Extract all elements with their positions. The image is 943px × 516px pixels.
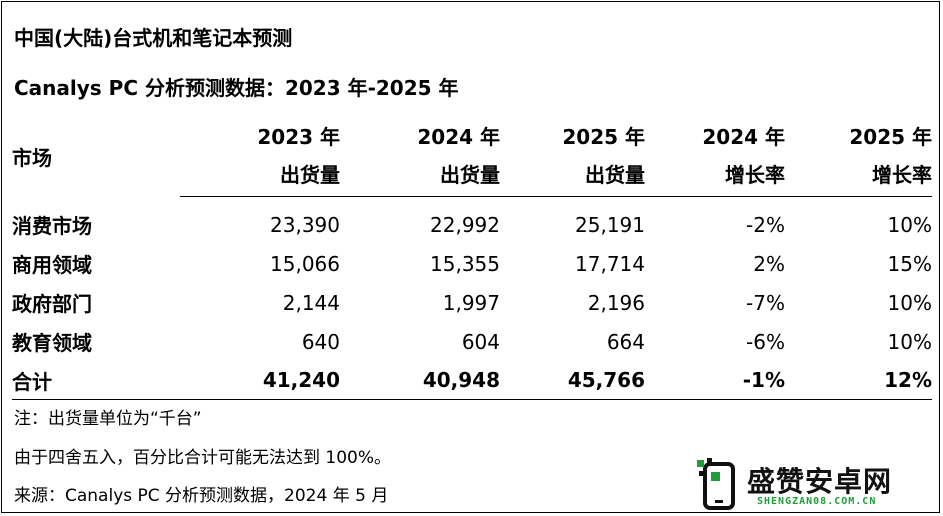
total-cell: -1%	[645, 361, 785, 400]
page-subtitle: Canalys PC 分析预测数据：2023 年-2025 年	[14, 76, 459, 100]
header-col-1-line2: 出货量	[180, 154, 340, 197]
table-cell: -2%	[746, 212, 785, 237]
table-row: 商用领域 15,066 15,355 17,714 2% 15%	[12, 244, 932, 283]
header-col-5-line1: 2025 年	[849, 124, 932, 149]
table-cell: 10%	[887, 329, 932, 354]
table-cell: -7%	[746, 290, 785, 315]
row-label: 政府部门	[12, 292, 92, 316]
total-cell: 41,240	[180, 361, 340, 400]
table-cell: 640	[301, 329, 340, 354]
header-col-2-line2: 出货量	[340, 154, 500, 197]
table-cell: -6%	[746, 329, 785, 354]
header-col-4-line1: 2024 年	[702, 124, 785, 149]
header-col-4-line2: 增长率	[645, 154, 785, 197]
table-cell: 15,355	[430, 251, 500, 276]
row-label: 教育领域	[12, 331, 92, 355]
table-cell: 23,390	[270, 212, 340, 237]
watermark-name: 盛赞安卓网	[747, 465, 893, 498]
header-col-1-line1: 2023 年	[257, 124, 340, 149]
table-cell: 25,191	[575, 212, 645, 237]
table-cell: 15%	[887, 251, 932, 276]
table-cell: 604	[461, 329, 500, 354]
table-cell: 22,992	[430, 212, 500, 237]
row-label: 商用领域	[12, 253, 92, 277]
header-col-2-line1: 2024 年	[417, 124, 500, 149]
table-cell: 2,196	[587, 290, 645, 315]
note-source: 来源：Canalys PC 分析预测数据，2024 年 5 月	[14, 486, 389, 506]
table-row: 政府部门 2,144 1,997 2,196 -7% 10%	[12, 283, 932, 322]
table-cell: 10%	[887, 212, 932, 237]
table-cell: 1,997	[442, 290, 500, 315]
table-cell: 2%	[753, 251, 785, 276]
page-title: 中国(大陆)台式机和笔记本预测	[14, 26, 293, 50]
table-cell: 2,144	[282, 290, 340, 315]
note-rounding: 由于四舍五入，百分比合计可能无法达到 100%。	[14, 448, 392, 468]
header-col-5-line2: 增长率	[785, 154, 932, 197]
table-row: 消费市场 23,390 22,992 25,191 -2% 10%	[12, 197, 932, 245]
row-label: 消费市场	[12, 213, 92, 238]
note-unit: 注：出货量单位为“千台”	[14, 409, 202, 429]
header-market: 市场	[12, 145, 52, 170]
header-col-3-line1: 2025 年	[562, 124, 645, 149]
total-row: 合计 41,240 40,948 45,766 -1% 12%	[12, 361, 932, 400]
phone-logo-icon	[697, 458, 735, 510]
table-cell: 15,066	[270, 251, 340, 276]
total-cell: 12%	[785, 361, 932, 400]
table-cell: 664	[606, 329, 645, 354]
forecast-table: 市场 2023 年 2024 年 2025 年 2024 年 2025 年 出货…	[12, 116, 932, 400]
watermark: 盛赞安卓网 SHENGZAN08.COM.CN	[695, 458, 937, 512]
table-row: 教育领域 640 604 664 -6% 10%	[12, 322, 932, 361]
table-cell: 10%	[887, 290, 932, 315]
total-label: 合计	[12, 361, 180, 400]
total-cell: 45,766	[500, 361, 645, 400]
table-cell: 17,714	[575, 251, 645, 276]
header-col-3-line2: 出货量	[500, 154, 645, 197]
total-cell: 40,948	[340, 361, 500, 400]
watermark-url: SHENGZAN08.COM.CN	[757, 496, 877, 507]
